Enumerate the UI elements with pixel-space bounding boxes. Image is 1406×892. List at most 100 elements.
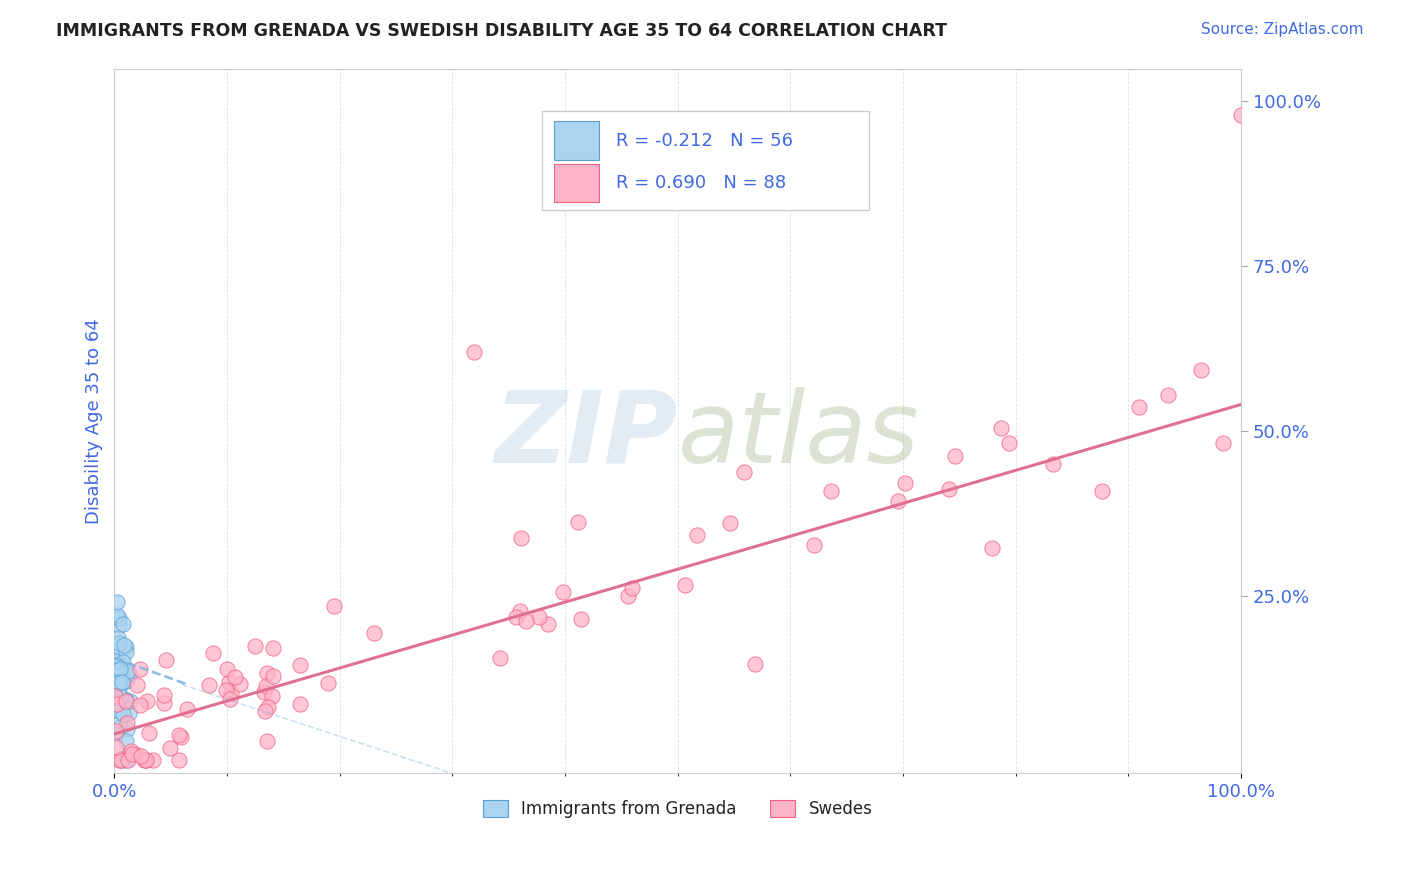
- Point: [104, 723, 127, 738]
- Point: [262, 669, 284, 683]
- Text: R = -0.212   N = 56: R = -0.212 N = 56: [616, 132, 793, 150]
- Point: [620, 581, 643, 595]
- Point: [104, 740, 127, 755]
- Point: [107, 673, 129, 688]
- Point: [256, 666, 278, 681]
- Point: [155, 652, 177, 666]
- Point: [105, 681, 128, 695]
- Point: [553, 585, 575, 599]
- Point: [108, 662, 131, 676]
- Point: [943, 449, 966, 463]
- Point: [118, 667, 141, 681]
- Point: [104, 654, 127, 668]
- Point: [105, 676, 128, 690]
- Point: [111, 706, 134, 721]
- Text: R = 0.690   N = 88: R = 0.690 N = 88: [616, 175, 786, 193]
- Point: [125, 678, 148, 692]
- Point: [114, 694, 136, 708]
- Point: [527, 610, 550, 624]
- Point: [108, 610, 131, 624]
- Point: [115, 715, 138, 730]
- Point: [219, 686, 242, 700]
- Point: [108, 690, 131, 704]
- Point: [803, 538, 825, 552]
- Point: [110, 720, 132, 734]
- Point: [170, 730, 193, 744]
- Point: [107, 664, 129, 678]
- Point: [105, 697, 128, 711]
- Point: [218, 675, 240, 690]
- Point: [115, 640, 138, 654]
- Point: [1212, 436, 1234, 450]
- Point: [262, 640, 284, 655]
- Point: [733, 466, 755, 480]
- Point: [260, 689, 283, 703]
- Point: [243, 639, 266, 653]
- Point: [110, 753, 132, 767]
- Bar: [554, 121, 599, 161]
- FancyBboxPatch shape: [543, 111, 869, 210]
- Point: [107, 704, 129, 718]
- Point: [515, 615, 537, 629]
- Point: [363, 626, 385, 640]
- Point: [121, 747, 143, 761]
- Point: [115, 733, 138, 747]
- Point: [253, 685, 276, 699]
- Text: Source: ZipAtlas.com: Source: ZipAtlas.com: [1201, 22, 1364, 37]
- Point: [110, 661, 132, 675]
- Point: [112, 638, 135, 652]
- Point: [893, 475, 915, 490]
- Point: [129, 748, 152, 763]
- Point: [115, 723, 138, 737]
- Point: [111, 655, 134, 669]
- Point: [167, 753, 190, 767]
- Point: [124, 747, 146, 761]
- Point: [105, 690, 128, 704]
- Point: [998, 435, 1021, 450]
- Text: ZIP: ZIP: [495, 386, 678, 483]
- Point: [571, 612, 593, 626]
- Point: [686, 528, 709, 542]
- Point: [107, 684, 129, 698]
- Point: [129, 698, 152, 712]
- Point: [105, 655, 128, 669]
- Point: [198, 678, 221, 692]
- Point: [112, 617, 135, 632]
- Point: [117, 665, 139, 680]
- Point: [509, 531, 531, 545]
- Point: [111, 750, 134, 764]
- Point: [509, 604, 531, 618]
- Point: [114, 692, 136, 706]
- Point: [120, 744, 142, 758]
- Point: [938, 483, 960, 497]
- Point: [1091, 483, 1114, 498]
- Point: [256, 734, 278, 748]
- Point: [105, 690, 128, 705]
- Legend: Immigrants from Grenada, Swedes: Immigrants from Grenada, Swedes: [477, 794, 879, 825]
- Point: [820, 484, 842, 499]
- Point: [463, 344, 485, 359]
- Point: [104, 668, 127, 682]
- Point: [118, 706, 141, 721]
- Text: IMMIGRANTS FROM GRENADA VS SWEDISH DISABILITY AGE 35 TO 64 CORRELATION CHART: IMMIGRANTS FROM GRENADA VS SWEDISH DISAB…: [56, 22, 948, 40]
- Point: [105, 607, 128, 622]
- Point: [288, 658, 311, 673]
- Point: [135, 753, 157, 767]
- Point: [108, 635, 131, 649]
- Point: [110, 669, 132, 683]
- Point: [887, 493, 910, 508]
- Point: [114, 645, 136, 659]
- Point: [111, 676, 134, 690]
- Point: [103, 689, 125, 703]
- Point: [105, 595, 128, 609]
- Point: [718, 516, 741, 530]
- Point: [110, 753, 132, 767]
- Point: [153, 689, 176, 703]
- Point: [105, 676, 128, 690]
- Point: [617, 589, 640, 603]
- Point: [980, 541, 1002, 556]
- Point: [489, 651, 512, 665]
- Point: [214, 683, 236, 698]
- Point: [673, 577, 696, 591]
- Point: [117, 664, 139, 678]
